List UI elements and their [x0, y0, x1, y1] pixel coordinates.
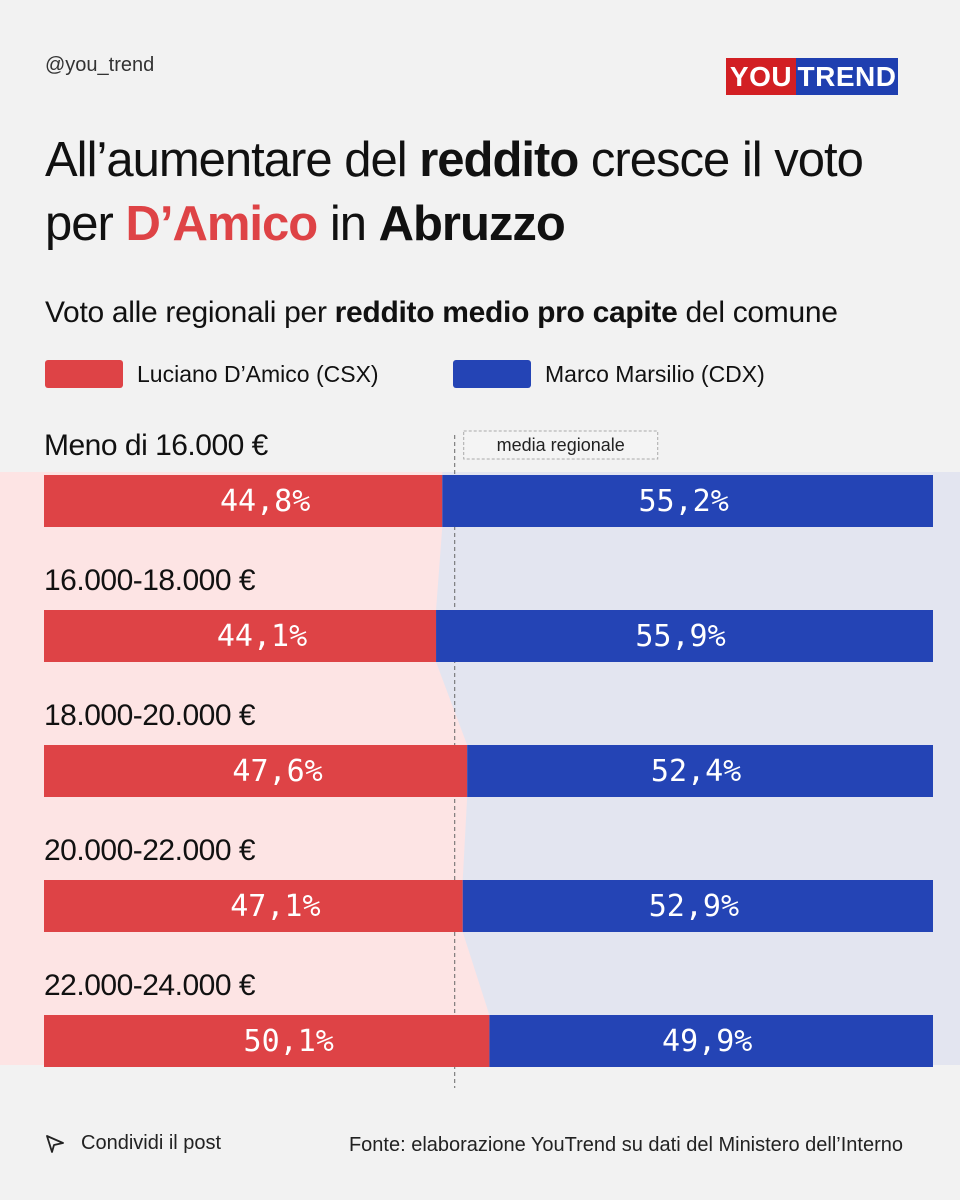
reference-label-box	[463, 430, 659, 460]
category-label: 18.000-20.000 €	[44, 699, 256, 732]
category-label: 22.000-24.000 €	[44, 969, 256, 1002]
share-button[interactable]: Condividi il post	[45, 1132, 221, 1155]
logo-part-2: TREND	[796, 58, 898, 95]
data-label-cdx: 55,9%	[635, 619, 725, 654]
legend-item-csx: Luciano D’Amico (CSX)	[45, 360, 379, 388]
data-label-csx: 44,8%	[220, 484, 310, 519]
bar-csx	[44, 745, 468, 797]
data-label-csx: 50,1%	[244, 1024, 334, 1059]
subtitle-part-1: Voto alle regionali per	[45, 296, 335, 329]
title-part-5: in	[317, 197, 379, 251]
bar-csx	[44, 475, 443, 527]
share-label: Condividi il post	[81, 1132, 222, 1154]
bar-cdx	[442, 475, 933, 527]
title-part-6: Abruzzo	[378, 197, 566, 251]
data-label-cdx: 52,4%	[651, 754, 741, 789]
data-label-cdx: 55,2%	[638, 484, 728, 519]
data-label-csx: 47,6%	[232, 754, 322, 789]
reference-label: media regionale	[497, 435, 625, 455]
chart-subtitle: Voto alle regionali per reddito medio pr…	[45, 296, 838, 330]
handle-text: @you_trend	[45, 54, 155, 76]
title-part-1: All’aumentare del	[45, 133, 420, 187]
category-label: 20.000-22.000 €	[44, 834, 256, 867]
subtitle-part-3: del comune	[677, 296, 838, 329]
bar-cdx	[467, 745, 933, 797]
legend-swatch-csx	[45, 360, 123, 388]
bar-csx	[44, 880, 463, 932]
legend-item-cdx: Marco Marsilio (CDX)	[453, 360, 765, 388]
share-icon	[46, 1134, 64, 1153]
youtrend-logo: YOU TREND	[726, 58, 898, 95]
title-part-2: reddito	[419, 133, 579, 187]
bar-cdx	[462, 880, 933, 932]
bar-csx	[44, 1015, 490, 1067]
logo-part-1: YOU	[726, 58, 796, 95]
bar-csx	[44, 610, 437, 662]
category-label: 16.000-18.000 €	[44, 564, 256, 597]
subtitle-part-2: reddito medio pro capite	[334, 296, 678, 329]
data-label-csx: 47,1%	[230, 889, 320, 924]
data-label-csx: 44,1%	[217, 619, 307, 654]
bar-cdx	[436, 610, 933, 662]
data-label-cdx: 49,9%	[662, 1024, 752, 1059]
source-text: Fonte: elaborazione YouTrend su dati del…	[348, 1134, 903, 1156]
category-label: Meno di 16.000 €	[44, 429, 269, 462]
page-title: All’aumentare del reddito cresce il voto…	[45, 128, 925, 256]
legend-swatch-cdx	[453, 360, 531, 388]
title-part-4: D’Amico	[125, 197, 318, 251]
bar-cdx	[489, 1015, 933, 1067]
title-part-3: cresce il voto per	[45, 133, 864, 251]
legend-label-cdx: Marco Marsilio (CDX)	[545, 360, 765, 387]
data-label-cdx: 52,9%	[649, 889, 739, 924]
legend-label-csx: Luciano D’Amico (CSX)	[137, 360, 379, 387]
chart-area: media regionale Meno di 16.000 € 44,8% 55,2…	[0, 429, 960, 1088]
